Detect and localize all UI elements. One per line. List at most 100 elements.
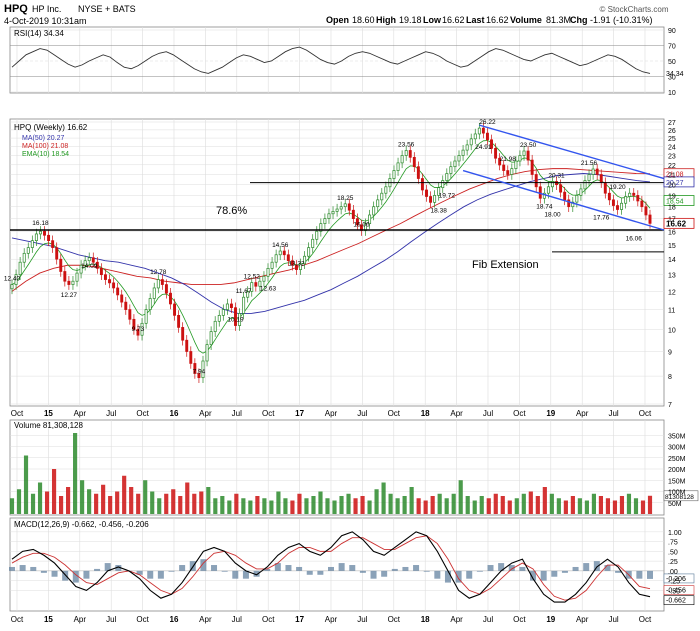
macd-histogram-bar [242,570,249,579]
candle-body [286,254,290,262]
macd-histogram-bar [317,570,324,575]
macd-legend: MACD(12,26,9) -0.662, -0.456, -0.206 [14,520,149,529]
candle-body [490,139,493,149]
volume-bar [129,487,134,514]
chg-value: -1.91 (-10.31%) [590,15,653,25]
macd-histogram-bar [296,566,303,571]
candle-body [563,191,567,201]
macd-histogram-bar [402,566,409,571]
candle-body [116,287,120,296]
volume-bar [626,493,632,514]
price-annotation: 18.74 [536,203,553,210]
timestamp: 4-Oct-2019 10:31am [4,16,87,26]
candle-body [140,322,144,336]
volume-tick-label: 150M [668,478,686,485]
open-label: Open [326,15,349,25]
macd-histogram-bar [285,565,292,571]
x-tick-label: Jul [483,409,493,418]
candle-body [603,182,607,194]
macd-value-box [663,585,695,595]
candle-body [250,282,254,292]
x-tick-label: Jul [232,409,242,418]
macd-histogram-bar [455,570,462,583]
price-annotation: 12.63 [260,286,277,293]
candle-body [79,264,83,274]
rsi-last-label: 34.34 [666,71,684,78]
volume-bar [486,498,491,514]
macd-tick-label: .00 [668,569,678,576]
ma50-legend: MA(50) 20.27 [22,135,65,142]
right-value-box [663,195,695,206]
candle-body [611,199,615,206]
macd-histogram-bar [253,570,260,577]
macd-histogram-bar [104,563,111,571]
volume-bar [556,498,561,514]
candle-body [303,255,307,265]
volume-bar [388,493,393,514]
price-annotation: 23.56 [398,141,415,148]
rsi-tick-label: 30 [668,75,676,82]
volume-bar [283,498,288,514]
price-annotation: 26.22 [479,119,496,126]
candle-body [59,258,63,272]
macd-histogram-bar [487,565,494,571]
rsi-tick-label: 10 [668,90,676,97]
volume-bar [101,484,106,514]
volume-bar [150,491,155,514]
candle-body [87,257,91,262]
price-annotation: 18.00 [544,212,561,219]
price-annotation: 17.76 [593,215,610,222]
price-tick-label: 12 [668,289,676,296]
candle-body [205,344,209,362]
candle-body [104,274,107,280]
macd-histogram-bar [328,566,334,571]
low-value: 16.62 [442,15,465,25]
candle-body [555,181,558,186]
candle-body [506,170,510,175]
candle-body [229,303,233,309]
macd-value-box [663,573,695,584]
candle-body [148,298,152,310]
x-tick-label: Oct [639,615,652,624]
price-annotation: 7.94 [193,369,206,376]
volume-bar [44,491,50,514]
right-value-label: 21.08 [666,172,684,179]
price-tick-label: 23 [668,153,676,160]
candle-body [22,252,26,263]
volume-bar [164,493,169,514]
candle-body [620,202,624,210]
macd-value-label: -0.662 [666,598,686,605]
volume-bar [549,493,554,514]
macd-histogram-bar [540,570,547,581]
macd-value-box [663,595,695,606]
x-tick-label: 19 [546,615,555,624]
macd-tick-label: .50 [668,549,678,556]
price-annotation: 24.91 [475,144,492,151]
x-tick-label: Jul [357,409,367,418]
candle-body [559,184,563,193]
channel-upper-line [479,124,665,180]
candle-body [185,339,189,352]
price-tick-label: 20 [668,183,676,190]
candle-body [587,174,591,181]
candle-body [177,315,181,328]
candle-body [238,313,242,326]
macd-histogram-bar [232,570,239,579]
candle-body [189,351,193,364]
macd-histogram-bar [572,566,579,571]
x-tick-label: Oct [262,409,275,418]
price-tick-label: 15 [668,243,676,250]
candle-body [546,186,550,194]
price-tick-label: 25 [668,136,676,143]
x-tick-label: Jul [608,409,618,418]
volume-bar [402,496,407,514]
candle-body [579,188,583,196]
candle-body [425,189,428,197]
volume-bar [143,480,148,514]
price-annotation: 23.50 [520,142,537,149]
x-tick-label: Apr [576,409,589,418]
volume-bar [220,496,225,514]
price-annotation: 13.32 [288,261,305,268]
macd-histogram-bar [51,570,58,577]
macd-histogram-bar [423,570,430,572]
